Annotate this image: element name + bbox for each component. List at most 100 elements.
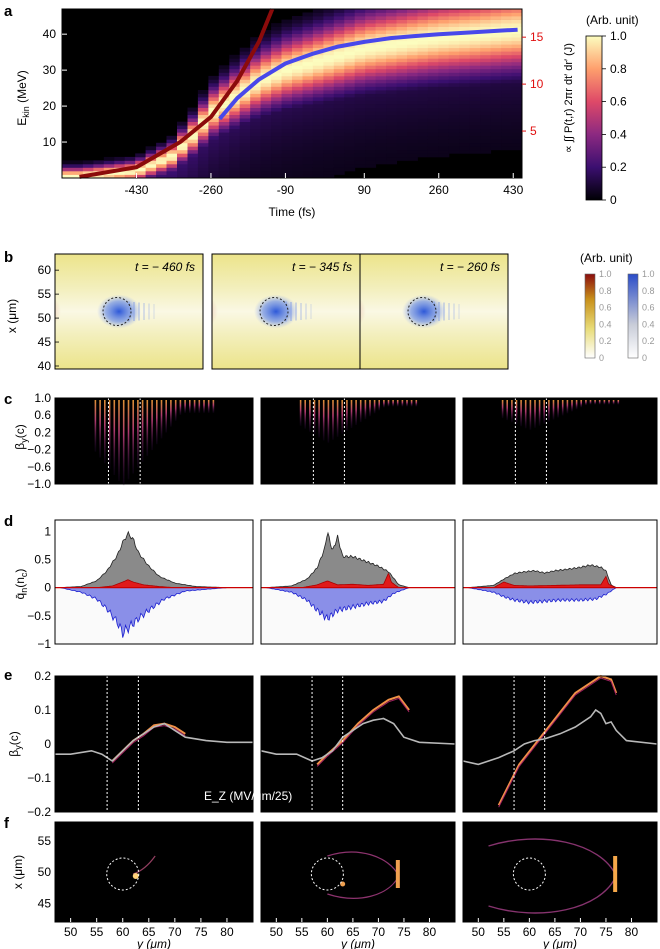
panel-a-spectrum-cell — [448, 19, 460, 24]
panel-d-frame — [54, 519, 254, 645]
panel-c-stripe — [132, 400, 134, 474]
panel-a-spectrum-cell — [323, 132, 335, 137]
panel-a-spectrum-cell — [271, 33, 282, 38]
panel-a-spectrum-cell — [166, 167, 178, 172]
panel-f-hot-spot — [132, 873, 139, 879]
panel-a-spectrum-cell — [396, 12, 408, 17]
panel-a-spectrum-cell — [218, 107, 230, 112]
panel-a-spectrum-cell — [417, 132, 429, 137]
panel-a-spectrum-cell — [407, 79, 418, 84]
panel-a-spectrum-cell — [417, 139, 429, 144]
panel-b-colorbar-blue-tick-label: 0.2 — [642, 336, 655, 346]
panel-c-stripe — [511, 400, 513, 423]
panel-a-spectrum-cell — [459, 44, 471, 49]
panel-a-spectrum-cell — [312, 111, 324, 115]
panel-a-spectrum-cell — [229, 58, 241, 63]
panel-a-spectrum-cell — [208, 163, 220, 168]
panel-a-spectrum-cell — [448, 12, 460, 17]
panel-a-spectrum-cell — [177, 149, 188, 154]
panel-a-x-tick-label: -90 — [277, 183, 295, 197]
panel-a-spectrum-cell — [292, 51, 303, 56]
panel-c-background — [261, 398, 455, 484]
panel-a-spectrum-cell — [438, 61, 450, 66]
panel-a-spectrum-cell — [145, 174, 157, 179]
panel-b-colorbar-ticks: 00.20.40.60.81.000.20.40.60.81.0 — [599, 269, 655, 363]
panel-a-spectrum-cell — [511, 19, 523, 24]
panel-a-spectrum-cell — [218, 146, 230, 151]
panel-c-stripe — [383, 400, 385, 408]
panel-c-stripe — [373, 400, 376, 414]
panel-a-spectrum-cell — [375, 65, 387, 70]
panel-a-spectrum-cell — [427, 9, 439, 13]
panel-a-spectrum-cell — [177, 142, 188, 147]
panel-a-spectrum-cell — [333, 167, 345, 172]
panel-c-stripe — [318, 400, 320, 438]
panel-a-spectrum-cell — [344, 37, 356, 42]
panel-a-spectrum-cell — [271, 26, 282, 31]
panel-a-spectrum-cell — [396, 16, 408, 20]
panel-a-spectrum-cell — [177, 163, 188, 168]
panel-a-spectrum-cell — [166, 174, 178, 179]
panel-a-spectrum-cell — [501, 79, 512, 84]
panel-a-spectrum-cell — [302, 146, 314, 151]
panel-a-spectrum-cell — [375, 33, 387, 38]
panel-a-spectrum-cell — [427, 135, 439, 140]
panel-a-spectrum-cell — [501, 146, 512, 151]
panel-b-y-tick-label: 60 — [38, 263, 52, 277]
panel-a-spectrum-cell — [292, 93, 303, 98]
panel-a-spectrum-cell — [239, 54, 251, 59]
panel-c-stripe — [612, 400, 615, 405]
panel-a-spectrum-cell — [448, 37, 460, 42]
panel-a-spectrum-cell — [344, 58, 356, 63]
panel-a-spectrum-cell — [396, 100, 408, 105]
panel-a-spectrum-cell — [250, 93, 262, 98]
panel-a-spectrum-cell — [375, 86, 387, 91]
panel-a-spectrum-cell — [333, 139, 345, 144]
panel-a-spectrum-cell — [490, 72, 502, 77]
panel-a-right-tick-label: 15 — [530, 30, 544, 44]
panel-a-spectrum-cell — [250, 118, 262, 122]
panel-a-spectrum-cell — [281, 44, 293, 49]
panel-c-stripe — [207, 400, 210, 413]
panel-a-spectrum-cell — [469, 111, 481, 115]
panel-a-spectrum-cell — [239, 86, 251, 91]
panel-a-spectrum-cell — [323, 153, 335, 158]
panel-a-spectrum-cell — [480, 135, 492, 140]
panel-a-spectrum-cell — [448, 114, 460, 119]
panel-f-x-tick-label: 65 — [548, 925, 562, 939]
panel-a-spectrum-cell — [260, 107, 272, 112]
panel-f-hot-spot — [340, 881, 346, 887]
panel-a-spectrum-cell — [396, 104, 408, 108]
panel-a-spectrum-cell — [365, 97, 377, 101]
panel-a-spectrum-cell — [323, 93, 335, 98]
panel-a-spectrum-cell — [427, 125, 439, 130]
panel-a-spectrum-cell — [93, 160, 105, 165]
panel-c-y-ticks: −1.0−0.6−0.20.20.61.0 — [27, 391, 51, 491]
panel-a-spectrum-cell — [187, 156, 199, 161]
panel-a-spectrum-cell — [260, 156, 272, 161]
panel-a-spectrum-cell — [312, 23, 324, 27]
panel-d-proton-area — [96, 579, 175, 588]
panel-c-stripe — [557, 400, 559, 418]
panel-a-spectrum-cell — [292, 26, 303, 31]
panel-a-spectrum-cell — [469, 93, 481, 98]
panel-a-spectrum-cell — [427, 153, 439, 158]
panel-b-y-tick-label: 45 — [38, 335, 52, 349]
panel-a-spectrum-cell — [427, 51, 439, 56]
panel-f-x-tick-label: 70 — [574, 925, 588, 939]
panel-a-spectrum-cell — [156, 153, 167, 158]
panel-a-spectrum-cell — [407, 75, 418, 80]
panel-a-spectrum-cell — [375, 125, 387, 130]
panel-a-spectrum-cell — [448, 33, 460, 38]
panel-a-spectrum-cell — [459, 37, 471, 42]
panel-a-spectrum-cell — [417, 135, 429, 140]
panel-a-spectrum-cell — [480, 132, 492, 137]
panel-a-spectrum-cell — [469, 146, 481, 151]
panel-a-spectrum-cell — [407, 125, 418, 130]
panel-a-spectrum-cell — [448, 40, 460, 45]
panel-a-spectrum-cell — [417, 65, 429, 70]
panel-d-y-tick-label: 0.5 — [34, 552, 51, 566]
panel-a-spectrum-cell — [365, 19, 377, 24]
panel-a-spectrum-cell — [333, 121, 345, 126]
panel-a-spectrum-cell — [407, 114, 418, 119]
